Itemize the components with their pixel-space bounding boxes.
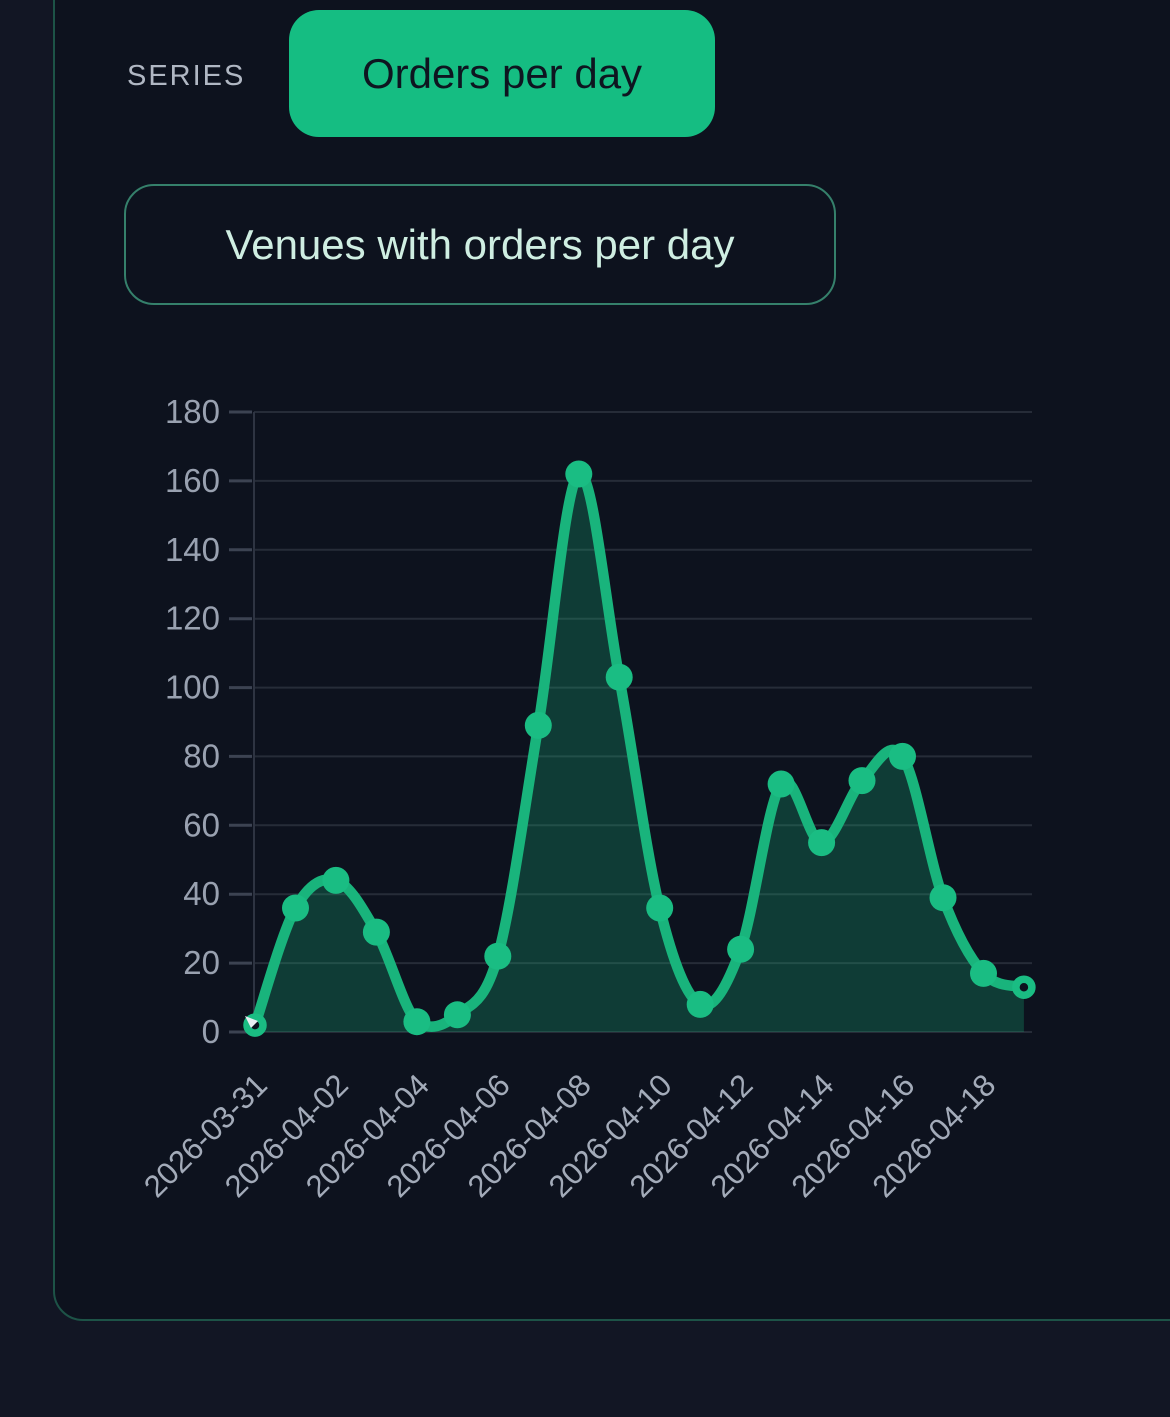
- data-point[interactable]: [808, 829, 836, 857]
- chart-canvas[interactable]: 0 20 40 60 80 100 120 140 160 180 2026-03-312026-0…: [92, 382, 1112, 1282]
- data-point[interactable]: [970, 959, 997, 987]
- area-fill: [255, 473, 1024, 1032]
- y-tick-label: 80: [183, 737, 220, 774]
- data-point[interactable]: [524, 711, 552, 739]
- series-label: SERIES: [127, 60, 246, 92]
- chart-card: SERIES Orders per day Venues with orders…: [53, 0, 1170, 1321]
- y-tick-label: 140: [165, 531, 220, 568]
- mouse-cursor: [245, 1016, 258, 1028]
- data-point[interactable]: [282, 894, 309, 922]
- data-point[interactable]: [565, 460, 593, 488]
- y-tick-label: 160: [165, 462, 220, 499]
- y-tick-label: 60: [183, 806, 220, 843]
- data-point[interactable]: [929, 884, 957, 912]
- data-point-endpoint[interactable]: [1012, 975, 1036, 999]
- data-point[interactable]: [848, 767, 876, 795]
- y-tick-label: 180: [165, 393, 220, 430]
- y-tick-label: 100: [165, 669, 220, 706]
- data-point[interactable]: [322, 866, 350, 894]
- data-point[interactable]: [443, 1001, 471, 1029]
- venues-with-orders-filter-button[interactable]: Venues with orders per day: [124, 184, 836, 305]
- data-point[interactable]: [605, 663, 633, 691]
- gridlines: [229, 410, 1032, 1034]
- data-point[interactable]: [686, 990, 714, 1018]
- line-series: [249, 468, 1030, 1032]
- data-point[interactable]: [484, 942, 512, 970]
- data-point[interactable]: [403, 1008, 431, 1036]
- data-point[interactable]: [727, 935, 755, 963]
- y-tick-label: 20: [183, 944, 220, 981]
- y-tick-label: 40: [183, 875, 220, 912]
- y-tick-label: 120: [165, 600, 220, 637]
- data-point[interactable]: [889, 742, 916, 770]
- series-orders-per-day-button[interactable]: Orders per day: [289, 10, 715, 137]
- data-point[interactable]: [646, 894, 674, 922]
- orders-per-day-chart[interactable]: 0 20 40 60 80 100 120 140 160 180 2026-03-31 2026-0…: [92, 382, 1112, 1282]
- data-point[interactable]: [767, 770, 795, 798]
- y-tick-label: 0: [202, 1013, 220, 1050]
- x-axis-labels: 2026-03-312026-04-022026-04-042026-04-06…: [137, 1067, 1002, 1204]
- data-point[interactable]: [362, 918, 390, 946]
- y-axis-labels: 0 20 40 60 80 100 120 140 160 180: [165, 393, 220, 1050]
